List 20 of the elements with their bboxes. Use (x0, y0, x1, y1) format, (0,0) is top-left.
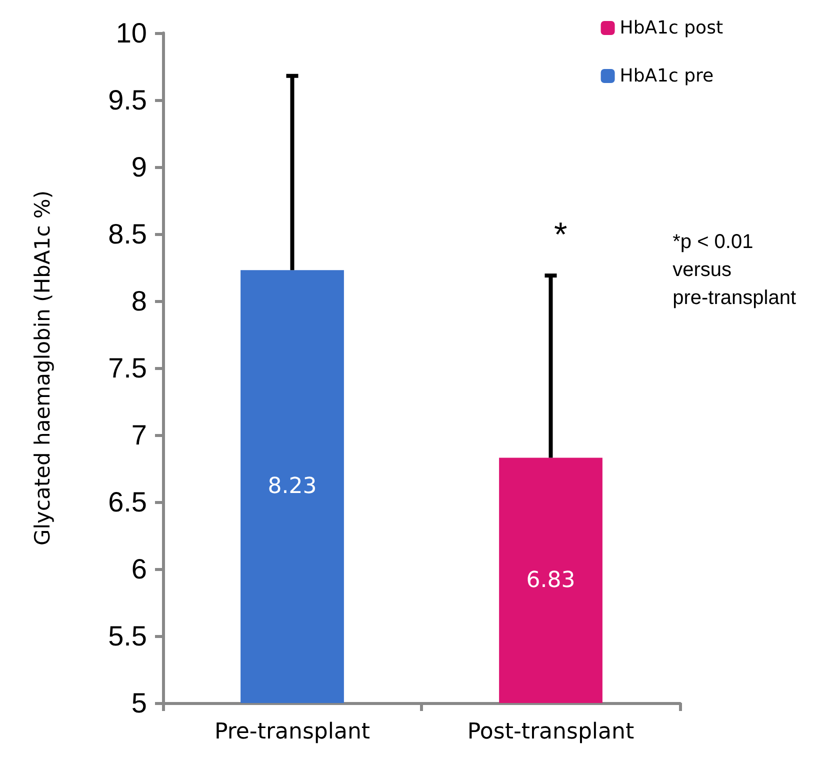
y-axis-title: Glycated haemaglobin (HbA1c %) (30, 190, 54, 546)
y-tick-label: 8 (131, 286, 147, 316)
y-tick-label: 8.5 (108, 218, 147, 250)
x-tick-label: Pre-transplant (214, 720, 370, 744)
data-label: 6.83 (526, 568, 576, 593)
y-tick-label: 9 (131, 152, 147, 182)
legend-label: HbA1c post (620, 18, 723, 38)
annotation: *p < 0.01 versus pre-transplant (672, 231, 796, 309)
y-tick-label: 5.5 (108, 620, 147, 652)
y-tick-label: 9.5 (108, 84, 147, 116)
y-tick-label: 10 (116, 18, 147, 48)
y-tick-label: 6.5 (108, 486, 147, 518)
x-tick-label: Post-transplant (467, 720, 634, 744)
data-label: 8.23 (268, 474, 317, 500)
y-tick-label: 5 (131, 688, 147, 718)
y-tick-label: 7 (131, 420, 147, 450)
y-tick-label: 6 (131, 554, 147, 584)
y-tick-label: 7.5 (108, 352, 147, 384)
annotation: * (554, 216, 568, 254)
legend-label: HbA1c pre (620, 66, 714, 86)
